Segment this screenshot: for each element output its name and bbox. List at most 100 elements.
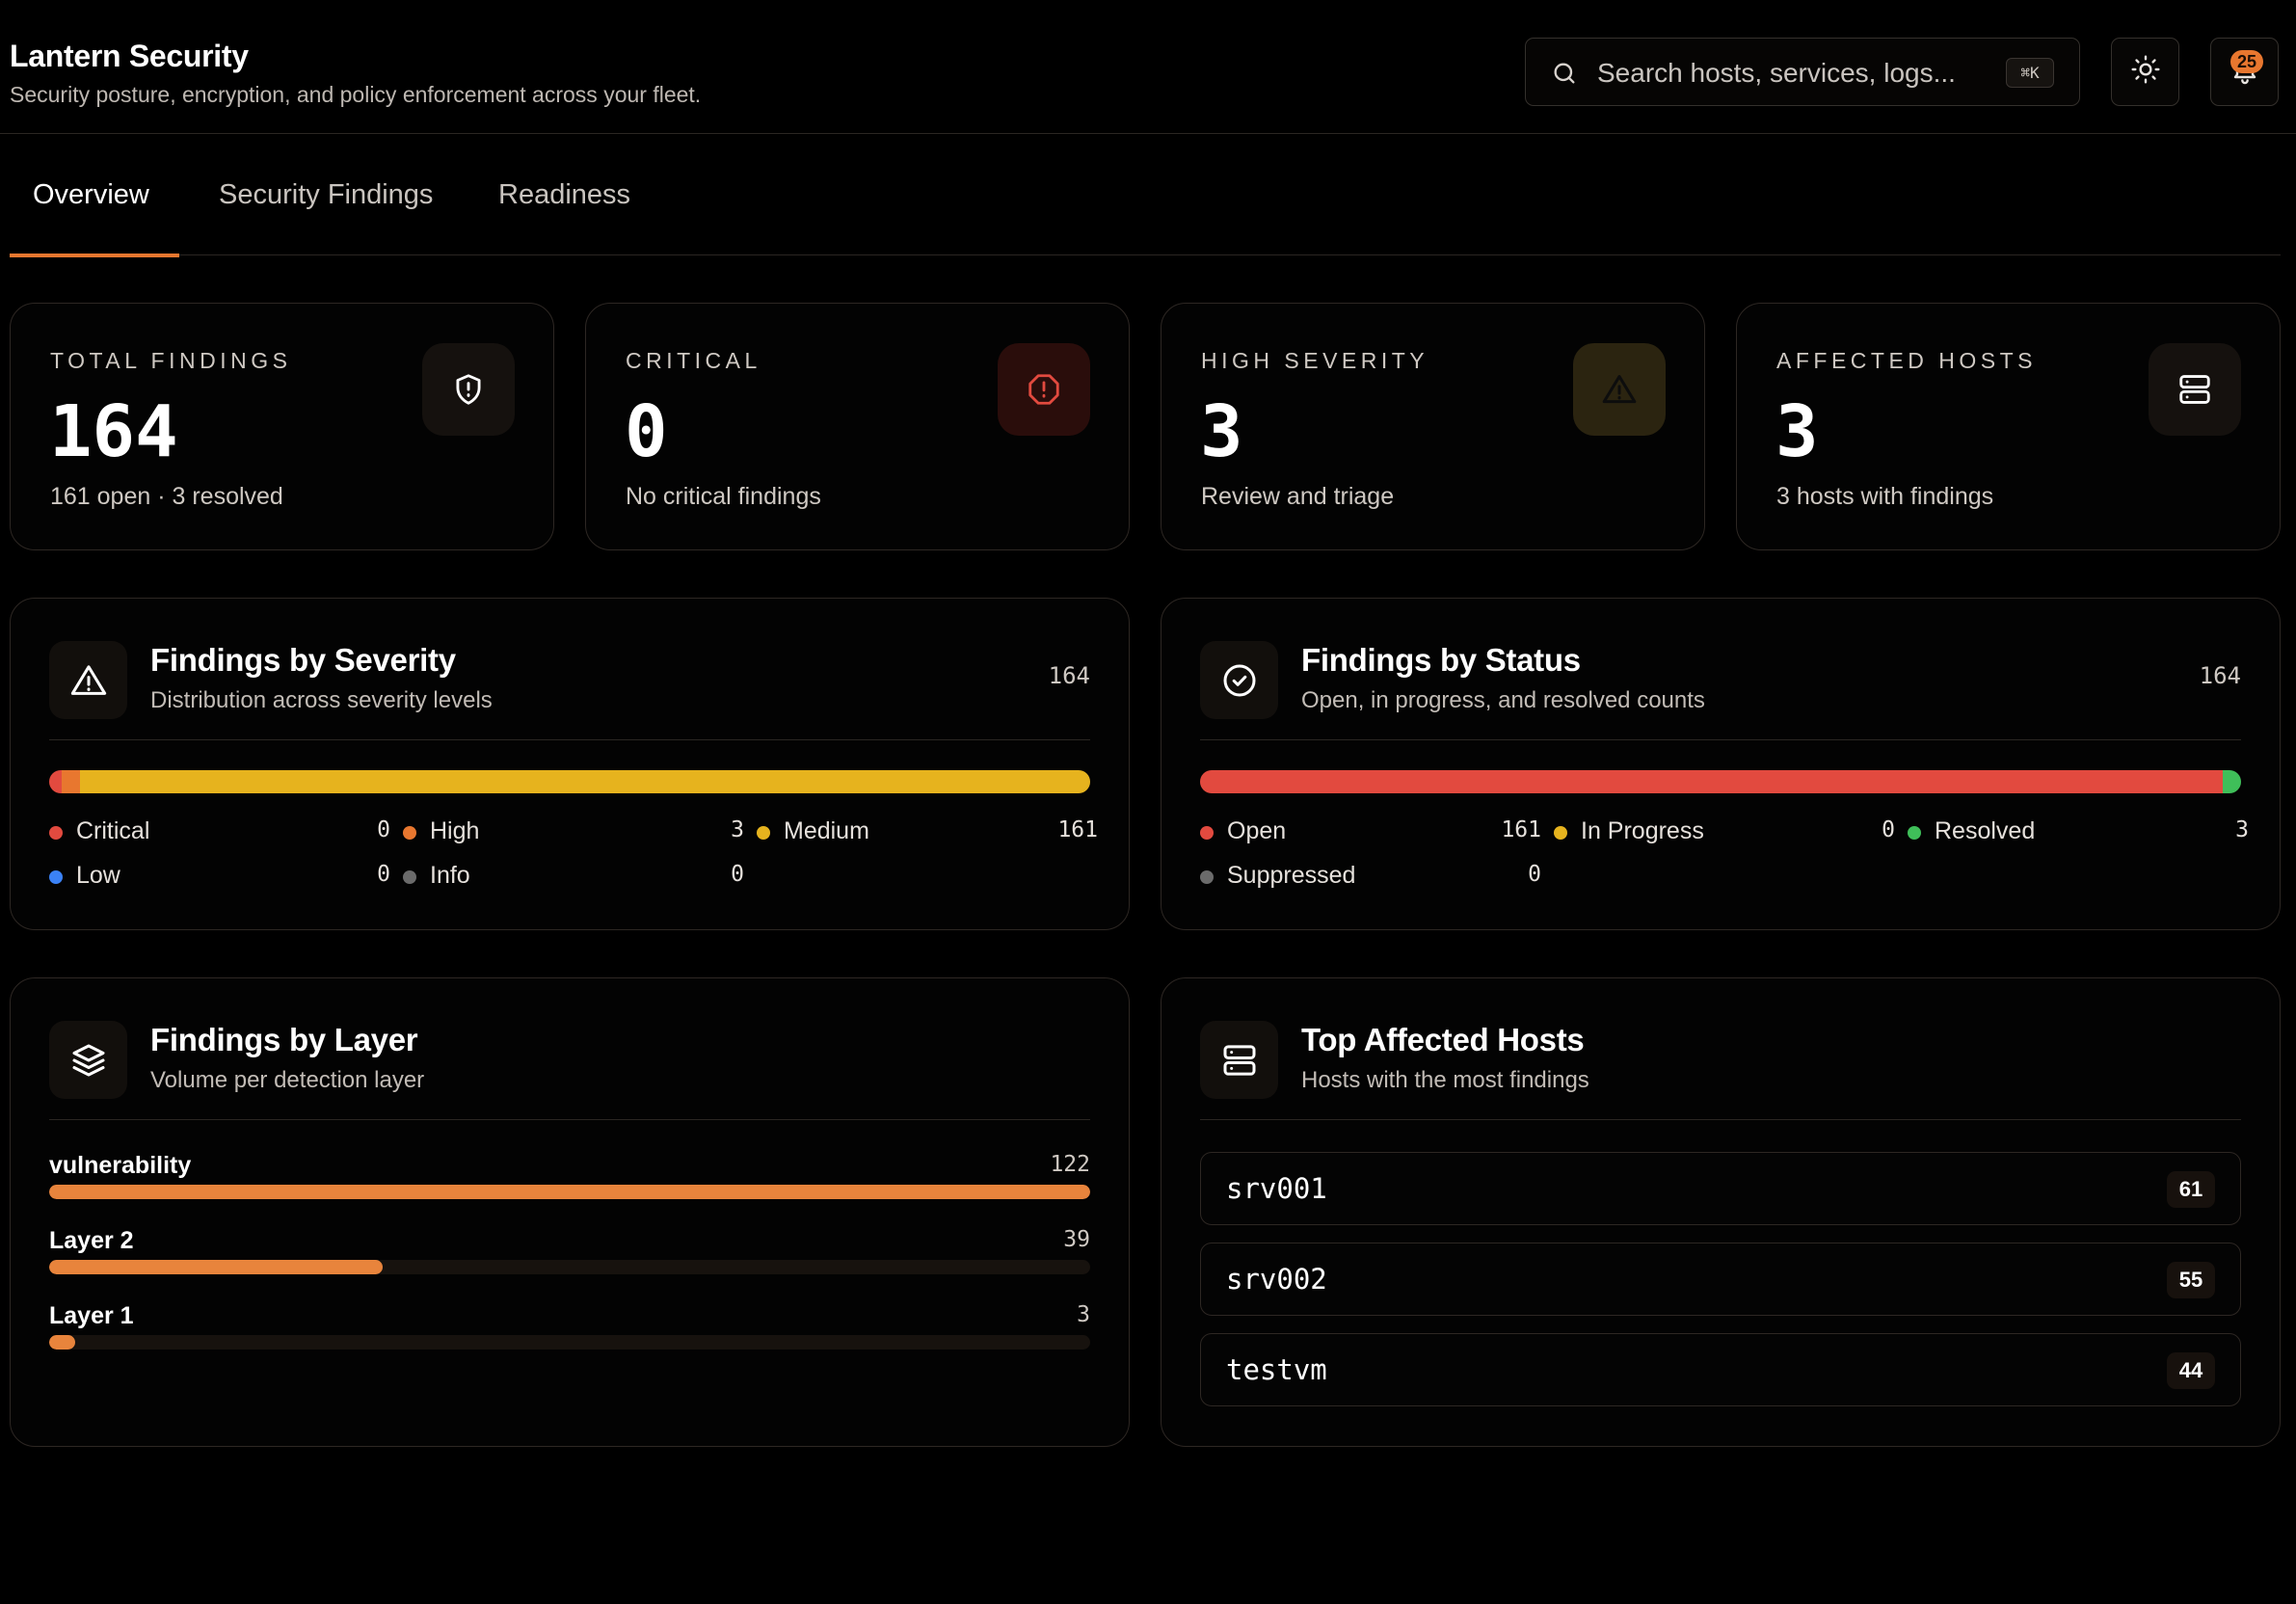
legend-value: 0 bbox=[1528, 862, 1541, 887]
host-row-testvm[interactable]: testvm 44 bbox=[1200, 1333, 2241, 1406]
info-dot-icon bbox=[403, 870, 416, 884]
host-name: srv002 bbox=[1226, 1263, 1327, 1296]
legend-label: Info bbox=[430, 862, 470, 889]
medium-dot-icon bbox=[757, 826, 770, 840]
legend-label: Resolved bbox=[1935, 817, 2036, 844]
panel-subtitle: Volume per detection layer bbox=[150, 1067, 425, 1093]
layer-row-layer-1: Layer 1 3 bbox=[49, 1302, 1090, 1360]
host-name: testvm bbox=[1226, 1353, 1327, 1386]
legend-resolved: Resolved 3 bbox=[1908, 817, 2249, 846]
legend-label: Critical bbox=[76, 817, 150, 844]
host-row-srv002[interactable]: srv002 55 bbox=[1200, 1243, 2241, 1316]
tab-overview[interactable]: Overview bbox=[10, 134, 179, 257]
findings-by-layer-panel: Findings by Layer Volume per detection l… bbox=[10, 977, 1130, 1447]
notifications-count-badge: 25 bbox=[2230, 50, 2263, 73]
stat-label: CRITICAL bbox=[626, 348, 761, 373]
panel-total-count: 164 bbox=[2199, 662, 2241, 689]
legend-value: 3 bbox=[2235, 817, 2249, 842]
host-name: srv001 bbox=[1226, 1172, 1327, 1205]
panel-subtitle: Open, in progress, and resolved counts bbox=[1301, 687, 1705, 713]
top-affected-hosts-panel: Top Affected Hosts Hosts with the most f… bbox=[1161, 977, 2281, 1447]
app-subtitle: Security posture, encryption, and policy… bbox=[10, 82, 702, 107]
stat-card-total-findings: TOTAL FINDINGS 164 161 open · 3 resolved bbox=[10, 303, 554, 550]
critical-dot-icon bbox=[49, 826, 63, 840]
severity-distribution-bar bbox=[49, 770, 1090, 793]
legend-suppressed: Suppressed 0 bbox=[1200, 862, 1541, 891]
legend-value: 0 bbox=[377, 862, 390, 887]
panel-title: Top Affected Hosts bbox=[1301, 1022, 1585, 1057]
divider bbox=[1200, 739, 2241, 740]
legend-value: 0 bbox=[377, 817, 390, 842]
legend-label: Medium bbox=[784, 817, 869, 844]
findings-by-severity-panel: Findings by Severity Distribution across… bbox=[10, 598, 1130, 930]
tab-readiness[interactable]: Readiness bbox=[498, 178, 631, 210]
divider bbox=[1200, 1119, 2241, 1120]
host-row-srv001[interactable]: srv001 61 bbox=[1200, 1152, 2241, 1225]
shield-alert-icon bbox=[422, 343, 515, 436]
search-box[interactable]: Search hosts, services, logs... ⌘K bbox=[1525, 38, 2080, 106]
tab-bar: Overview Security Findings Readiness bbox=[10, 134, 2281, 257]
suppressed-dot-icon bbox=[1200, 870, 1214, 884]
octagon-alert-icon bbox=[998, 343, 1090, 436]
tab-security-findings[interactable]: Security Findings bbox=[219, 178, 434, 210]
layers-icon bbox=[49, 1021, 127, 1099]
brand: Lantern Security Security posture, encry… bbox=[10, 39, 701, 108]
stat-card-affected-hosts: AFFECTED HOSTS 3 3 hosts with findings bbox=[1736, 303, 2281, 550]
layer-label: Layer 1 bbox=[49, 1302, 134, 1329]
host-findings-count: 55 bbox=[2167, 1262, 2215, 1298]
low-dot-icon bbox=[49, 870, 63, 884]
legend-value: 161 bbox=[1057, 817, 1098, 842]
legend-medium: Medium 161 bbox=[757, 817, 1098, 846]
layer-label: Layer 2 bbox=[49, 1227, 134, 1254]
sun-icon bbox=[2130, 54, 2161, 90]
app-title: Lantern Security bbox=[10, 39, 249, 73]
layer-row-layer-2: Layer 2 39 bbox=[49, 1227, 1090, 1285]
legend-value: 0 bbox=[731, 862, 744, 887]
panel-title: Findings by Status bbox=[1301, 642, 1581, 678]
stat-label: HIGH SEVERITY bbox=[1201, 348, 1429, 373]
layer-row-vulnerability: vulnerability 122 bbox=[49, 1152, 1090, 1210]
stat-subtext: 161 open · 3 resolved bbox=[50, 483, 283, 510]
stat-subtext: Review and triage bbox=[1201, 483, 1395, 510]
search-input[interactable]: Search hosts, services, logs... bbox=[1597, 58, 1956, 88]
in-progress-dot-icon bbox=[1554, 826, 1567, 840]
panel-subtitle: Distribution across severity levels bbox=[150, 687, 493, 713]
panel-total-count: 164 bbox=[1048, 662, 1090, 689]
divider bbox=[49, 739, 1090, 740]
legend-high: High 3 bbox=[403, 817, 744, 846]
panel-subtitle: Hosts with the most findings bbox=[1301, 1067, 1589, 1093]
legend-low: Low 0 bbox=[49, 862, 390, 891]
stat-subtext: No critical findings bbox=[626, 483, 821, 510]
search-icon bbox=[1551, 60, 1578, 87]
host-findings-count: 44 bbox=[2167, 1352, 2215, 1389]
layer-value: 122 bbox=[1050, 1152, 1090, 1177]
notifications-button[interactable]: 25 bbox=[2210, 38, 2279, 106]
layer-bar-fill bbox=[49, 1260, 383, 1274]
legend-info: Info 0 bbox=[403, 862, 744, 891]
open-dot-icon bbox=[1200, 826, 1214, 840]
circle-check-icon bbox=[1200, 641, 1278, 719]
bar-segment-high bbox=[61, 770, 81, 793]
server-icon bbox=[2149, 343, 2241, 436]
bar-segment-medium bbox=[80, 770, 1090, 793]
panel-title: Findings by Layer bbox=[150, 1022, 418, 1057]
layer-bar-track bbox=[49, 1260, 1090, 1274]
bar-segment-critical bbox=[49, 770, 62, 793]
stat-subtext: 3 hosts with findings bbox=[1776, 483, 1994, 510]
layer-value: 39 bbox=[1063, 1227, 1090, 1252]
legend-in-progress: In Progress 0 bbox=[1554, 817, 1895, 846]
bar-segment-open bbox=[1200, 770, 2223, 793]
server-icon bbox=[1200, 1021, 1278, 1099]
legend-label: Open bbox=[1227, 817, 1287, 844]
resolved-dot-icon bbox=[1908, 826, 1921, 840]
theme-toggle-button[interactable] bbox=[2111, 38, 2179, 106]
search-shortcut-hint: ⌘K bbox=[2006, 58, 2054, 88]
stat-value: 3 bbox=[1775, 390, 1819, 473]
triangle-alert-icon bbox=[49, 641, 127, 719]
legend-value: 0 bbox=[1882, 817, 1895, 842]
high-dot-icon bbox=[403, 826, 416, 840]
stat-value: 0 bbox=[625, 390, 668, 473]
legend-open: Open 161 bbox=[1200, 817, 1541, 846]
layer-label: vulnerability bbox=[49, 1152, 192, 1179]
stat-card-critical: CRITICAL 0 No critical findings bbox=[585, 303, 1130, 550]
